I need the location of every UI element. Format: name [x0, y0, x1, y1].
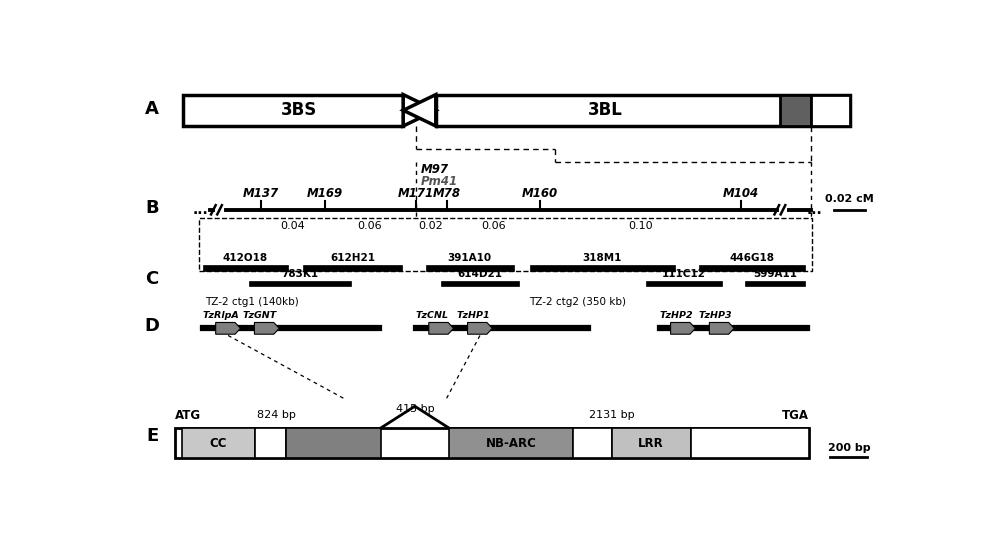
FancyBboxPatch shape	[449, 428, 573, 458]
FancyBboxPatch shape	[426, 265, 514, 270]
Text: E: E	[146, 427, 158, 445]
Text: 2131 bp: 2131 bp	[589, 411, 635, 421]
Text: 318M1: 318M1	[583, 254, 622, 263]
Text: 783K1: 783K1	[282, 269, 319, 279]
Text: CC: CC	[210, 437, 227, 449]
FancyBboxPatch shape	[646, 281, 722, 287]
Text: 0.02: 0.02	[418, 221, 443, 231]
Text: TzRlpA: TzRlpA	[202, 311, 239, 320]
Text: C: C	[146, 270, 159, 288]
Text: 0.06: 0.06	[481, 221, 505, 231]
FancyBboxPatch shape	[691, 428, 809, 458]
Text: 612H21: 612H21	[330, 254, 375, 263]
Text: M137: M137	[243, 187, 279, 200]
FancyBboxPatch shape	[183, 95, 403, 126]
Text: 391A10: 391A10	[448, 254, 492, 263]
FancyBboxPatch shape	[530, 265, 675, 270]
Text: M169: M169	[307, 187, 343, 200]
Text: ...: ...	[807, 203, 823, 217]
Text: Pm41: Pm41	[421, 175, 458, 188]
Text: 3BL: 3BL	[588, 101, 623, 119]
FancyBboxPatch shape	[255, 428, 286, 458]
FancyBboxPatch shape	[182, 428, 255, 458]
Text: TzGNT: TzGNT	[243, 311, 277, 320]
FancyBboxPatch shape	[303, 265, 402, 270]
Text: 111C12: 111C12	[662, 269, 706, 279]
Text: 415 bp: 415 bp	[396, 404, 434, 414]
FancyBboxPatch shape	[175, 428, 809, 458]
Text: LRR: LRR	[638, 437, 664, 449]
FancyBboxPatch shape	[286, 428, 381, 458]
Text: M78: M78	[433, 187, 461, 200]
Polygon shape	[429, 323, 454, 334]
Polygon shape	[468, 323, 492, 334]
Text: 0.02 cM: 0.02 cM	[825, 194, 874, 204]
Polygon shape	[709, 323, 734, 334]
Text: 0.10: 0.10	[628, 221, 653, 231]
Text: D: D	[145, 317, 160, 335]
Text: TGA: TGA	[782, 409, 809, 422]
Polygon shape	[671, 323, 695, 334]
Text: TzHP2: TzHP2	[660, 311, 693, 320]
Text: ...: ...	[193, 203, 209, 217]
Text: 200 bp: 200 bp	[828, 443, 870, 453]
FancyBboxPatch shape	[745, 281, 805, 287]
FancyBboxPatch shape	[573, 428, 612, 458]
Text: TZ-2 ctg2 (350 kb): TZ-2 ctg2 (350 kb)	[530, 296, 627, 306]
Text: ATG: ATG	[175, 409, 202, 422]
Polygon shape	[403, 95, 436, 126]
Text: 824 bp: 824 bp	[257, 411, 296, 421]
Text: 3BS: 3BS	[281, 101, 318, 119]
FancyBboxPatch shape	[780, 95, 811, 126]
FancyBboxPatch shape	[612, 428, 691, 458]
Text: 599A11: 599A11	[753, 269, 797, 279]
Text: TzHP1: TzHP1	[457, 311, 490, 320]
Polygon shape	[254, 323, 279, 334]
Text: 0.04: 0.04	[280, 221, 305, 231]
Text: 446G18: 446G18	[729, 254, 774, 263]
Text: M97: M97	[421, 163, 449, 176]
FancyBboxPatch shape	[202, 265, 288, 270]
FancyBboxPatch shape	[441, 281, 519, 287]
Text: NB-ARC: NB-ARC	[486, 437, 536, 449]
Text: 614D21: 614D21	[457, 269, 502, 279]
FancyBboxPatch shape	[436, 95, 850, 126]
Text: 412O18: 412O18	[223, 254, 268, 263]
Text: 0.06: 0.06	[358, 221, 382, 231]
Text: M160: M160	[522, 187, 558, 200]
Text: B: B	[145, 199, 159, 217]
FancyBboxPatch shape	[811, 95, 850, 126]
Text: TzCNL: TzCNL	[416, 311, 449, 320]
Text: M104: M104	[723, 187, 759, 200]
FancyBboxPatch shape	[249, 281, 351, 287]
Polygon shape	[216, 323, 240, 334]
Text: M171: M171	[398, 187, 434, 200]
Text: TzHP3: TzHP3	[698, 311, 732, 320]
Text: A: A	[145, 100, 159, 118]
Polygon shape	[403, 95, 436, 126]
Text: TZ-2 ctg1 (140kb): TZ-2 ctg1 (140kb)	[205, 296, 299, 306]
FancyBboxPatch shape	[698, 265, 805, 270]
